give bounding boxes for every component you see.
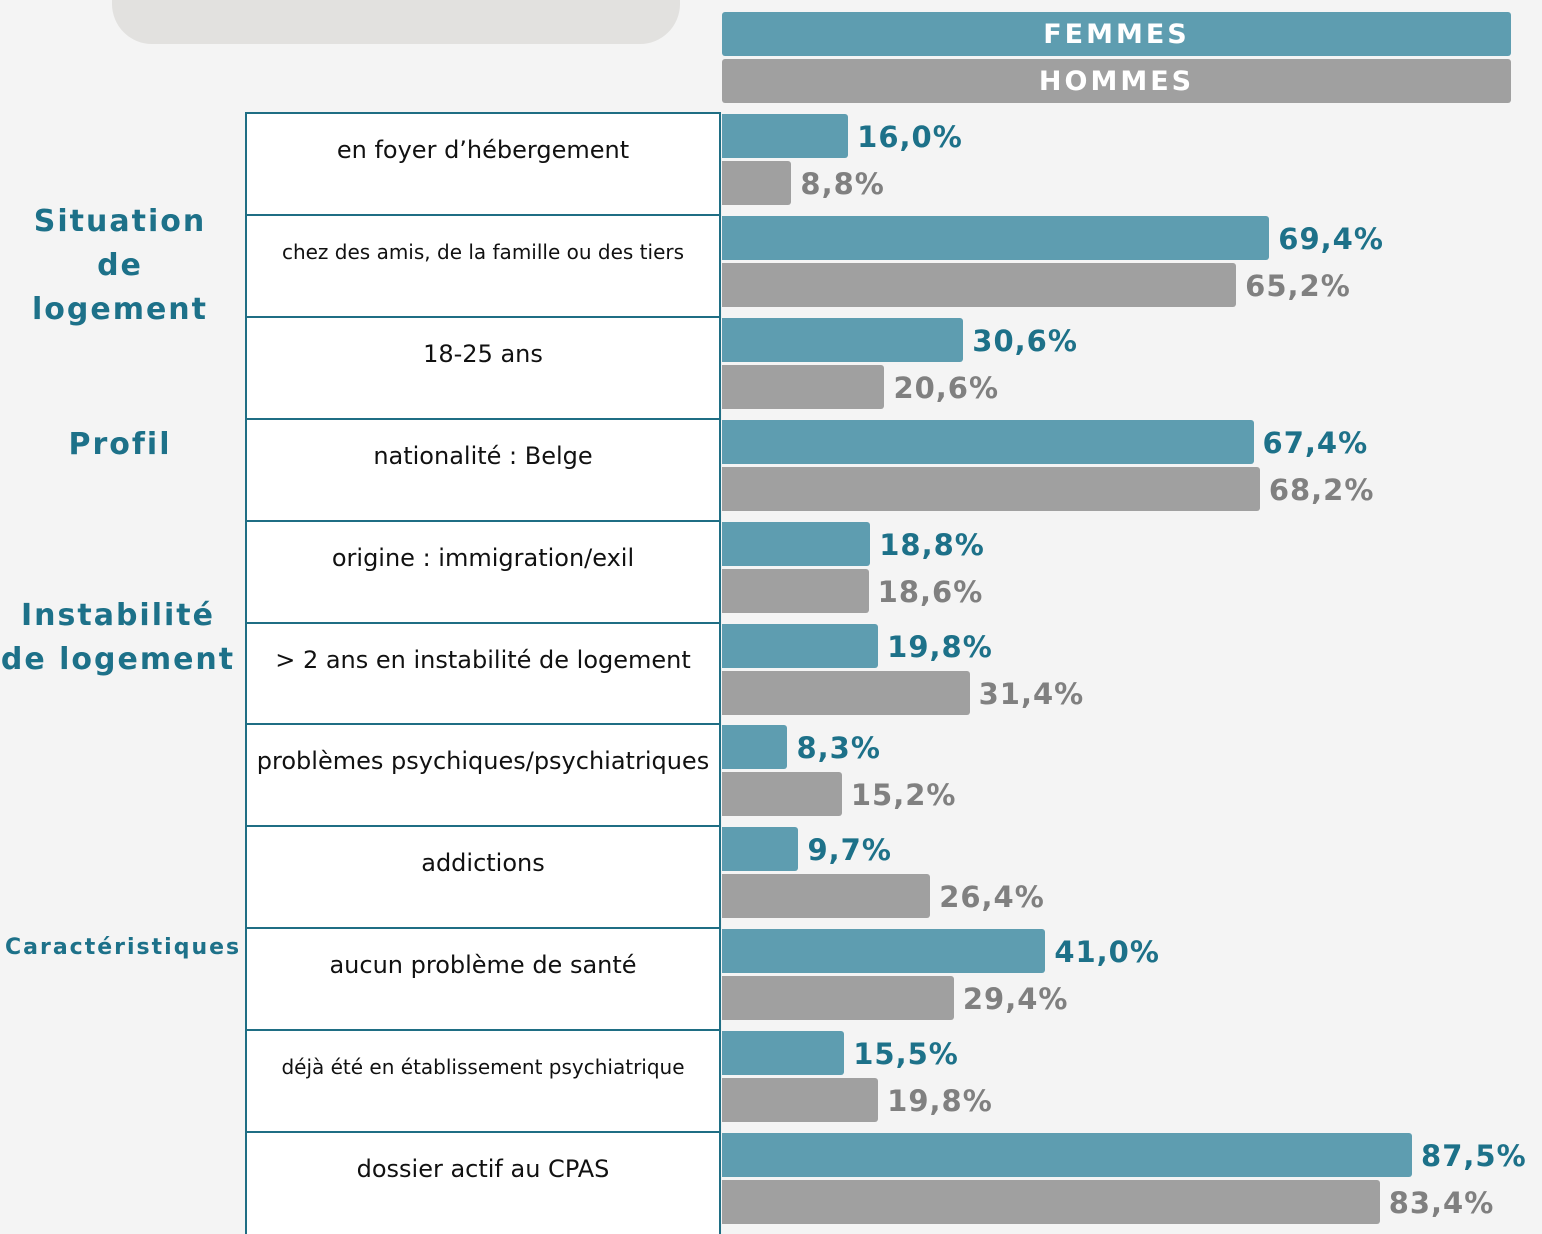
bar: [722, 419, 1254, 464]
row-label: dossier actif au CPAS: [245, 1131, 721, 1234]
value-label: 30,6%: [972, 323, 1078, 358]
bar: [722, 670, 970, 715]
row-label: nationalité : Belge: [245, 417, 721, 521]
row-label: addictions: [245, 825, 721, 929]
value-label: 15,2%: [850, 778, 957, 813]
bar: [722, 1180, 1380, 1224]
bar: [722, 976, 954, 1021]
row-label: aucun problème de santé: [245, 927, 721, 1031]
bar: [722, 1133, 1413, 1177]
value-label: 67,4%: [1262, 425, 1369, 460]
value-label: 18,8%: [879, 527, 985, 562]
bar: [722, 1031, 845, 1076]
bar: [722, 364, 885, 409]
value-label: 68,2%: [1268, 472, 1375, 507]
group-label: Profil: [68, 427, 172, 462]
group-label: Instabilité de logement: [0, 598, 236, 677]
row-label: en foyer d’hébergement: [245, 112, 721, 215]
bar: [722, 114, 849, 158]
value-label: 83,4%: [1388, 1186, 1495, 1220]
bar: [722, 262, 1237, 307]
value-label: 65,2%: [1245, 268, 1351, 303]
value-label: 26,4%: [939, 880, 1045, 915]
bar: [722, 317, 964, 362]
value-label: 41,0%: [1054, 935, 1160, 970]
value-label: 29,4%: [962, 982, 1069, 1017]
value-label: 16,0%: [857, 120, 963, 154]
legend-item: FEMMES: [722, 12, 1511, 56]
value-label: 31,4%: [978, 676, 1085, 711]
bar: [722, 772, 842, 817]
bar: [722, 1078, 879, 1123]
group-label: Caractéristiques: [5, 935, 242, 960]
value-label: 20,6%: [893, 370, 1000, 405]
bar: [722, 161, 792, 205]
bar: [722, 874, 931, 919]
bar: [722, 215, 1270, 260]
bar: [722, 623, 879, 668]
value-label: 18,6%: [877, 574, 984, 609]
value-label: 8,3%: [796, 731, 881, 766]
bar: [722, 466, 1260, 511]
value-label: 87,5%: [1421, 1139, 1527, 1173]
row-label: chez des amis, de la famille ou des tier…: [245, 213, 721, 317]
row-label: origine : immigration/exil: [245, 519, 721, 623]
value-label: 15,5%: [853, 1037, 959, 1072]
value-label: 19,8%: [887, 629, 993, 664]
value-label: 8,8%: [800, 167, 885, 201]
bar: [722, 568, 869, 613]
row-label: > 2 ans en instabilité de logement: [245, 621, 721, 725]
bar: [722, 521, 871, 566]
bar: [722, 929, 1046, 974]
legend-item: HOMMES: [722, 59, 1511, 103]
header-shape: [112, 0, 680, 44]
row-label: déjà été en établissement psychiatrique: [245, 1029, 721, 1132]
row-label: problèmes psychiques/psychiatriques: [245, 723, 721, 827]
group-label: Situation de logement: [31, 204, 209, 327]
value-label: 9,7%: [807, 833, 892, 868]
value-label: 69,4%: [1278, 221, 1384, 256]
bar: [722, 725, 788, 770]
row-label: 18-25 ans: [245, 315, 721, 419]
bar: [722, 827, 799, 872]
value-label: 19,8%: [887, 1084, 993, 1119]
